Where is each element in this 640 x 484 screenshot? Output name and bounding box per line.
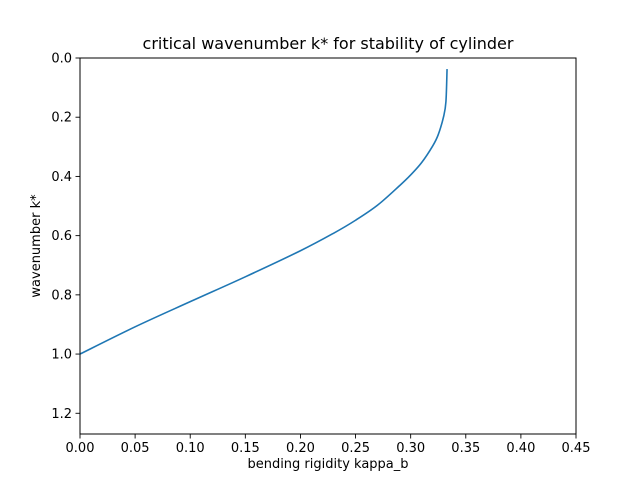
x-tick-label: 0.20 bbox=[286, 441, 315, 456]
chart-title: critical wavenumber k* for stability of … bbox=[143, 34, 514, 53]
x-tick-label: 0.40 bbox=[506, 441, 535, 456]
x-axis-label: bending rigidity kappa_b bbox=[247, 457, 408, 472]
y-tick-label: 0.8 bbox=[51, 288, 72, 303]
x-tick-label: 0.15 bbox=[231, 441, 260, 456]
y-tick-label: 0.2 bbox=[51, 111, 72, 126]
plot-frame bbox=[79, 57, 577, 435]
series-line-0 bbox=[78, 69, 448, 356]
y-tick-label: 0.0 bbox=[51, 52, 72, 67]
x-tick-label: 0.00 bbox=[66, 441, 95, 456]
y-tick-label: 1.2 bbox=[51, 407, 72, 422]
y-axis: 0.0 0.2 0.4 0.6 0.8 1.0 1.2 bbox=[51, 52, 80, 422]
x-tick-label: 0.30 bbox=[396, 441, 425, 456]
x-axis: 0.00 0.05 0.10 0.15 0.20 0.25 0.30 0.35 0.40 0.45 bbox=[66, 434, 591, 456]
x-tick-label: 0.45 bbox=[562, 441, 591, 456]
x-tick-label: 0.05 bbox=[121, 441, 150, 456]
y-tick-label: 1.0 bbox=[51, 348, 72, 363]
x-tick-label: 0.35 bbox=[451, 441, 480, 456]
x-tick-label: 0.10 bbox=[176, 441, 205, 456]
x-tick-label: 0.25 bbox=[341, 441, 370, 456]
y-tick-label: 0.4 bbox=[51, 170, 72, 185]
y-axis-label: wavenumber k* bbox=[29, 194, 44, 298]
y-tick-label: 0.6 bbox=[51, 229, 72, 244]
plot-area bbox=[78, 69, 448, 356]
